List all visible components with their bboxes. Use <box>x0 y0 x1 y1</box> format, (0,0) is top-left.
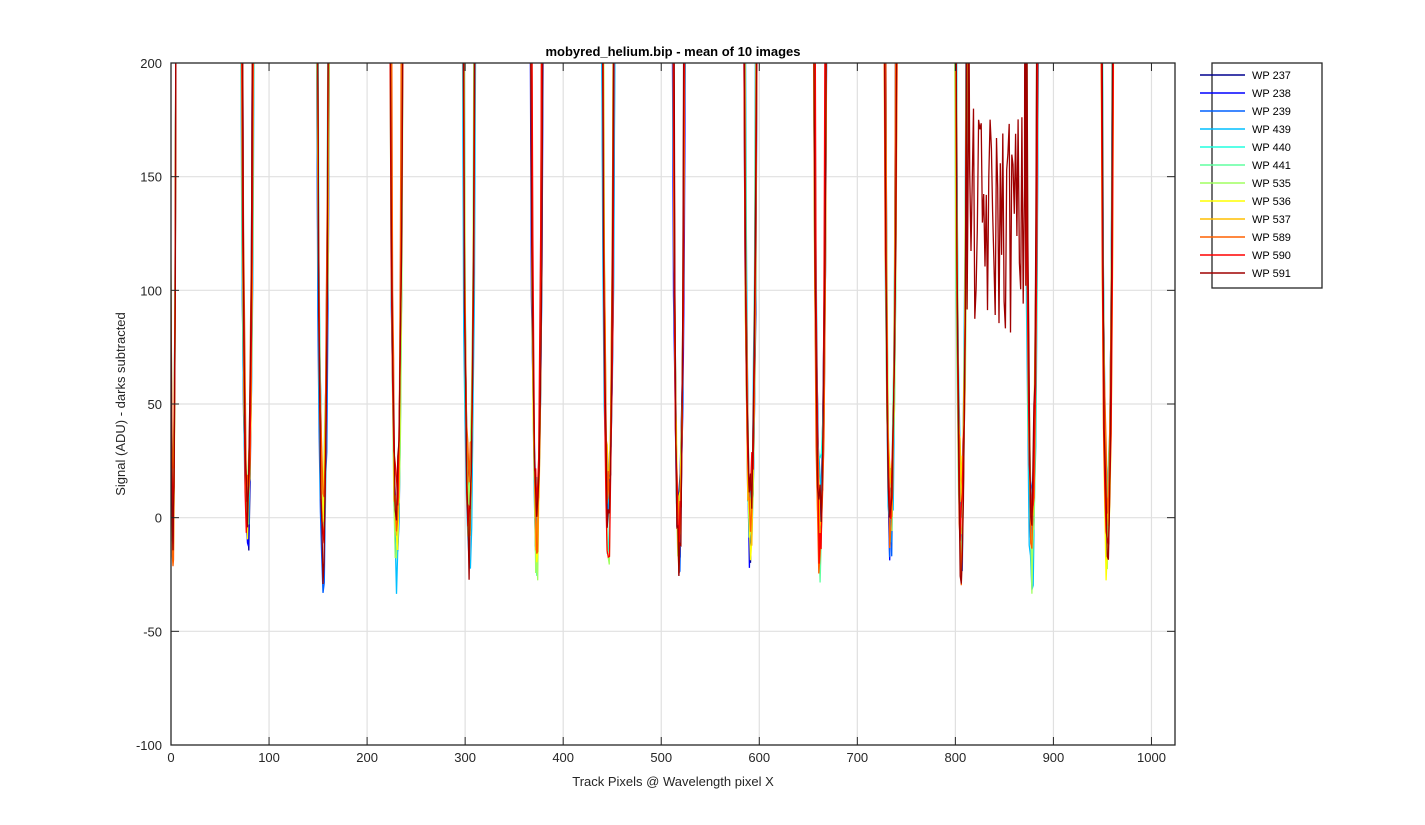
legend-label: WP 590 <box>1252 250 1291 262</box>
legend-label: WP 239 <box>1252 106 1291 118</box>
legend-label: WP 537 <box>1252 214 1291 226</box>
series-line-wp-591 <box>171 63 1114 585</box>
y-axis-label: Signal (ADU) - darks subtracted <box>113 312 128 496</box>
y-tick-label: -100 <box>136 738 162 753</box>
legend-label: WP 440 <box>1252 142 1291 154</box>
x-tick-label: 0 <box>167 750 174 765</box>
legend-label: WP 439 <box>1252 124 1291 136</box>
legend-label: WP 591 <box>1252 268 1291 280</box>
legend-label: WP 536 <box>1252 196 1291 208</box>
x-tick-label: 700 <box>846 750 868 765</box>
x-tick-label: 300 <box>454 750 476 765</box>
x-tick-label: 900 <box>1043 750 1065 765</box>
legend-box <box>1211 62 1323 289</box>
y-tick-label: 200 <box>140 56 162 71</box>
legend-label: WP 589 <box>1252 232 1291 244</box>
chart-title: mobyred_helium.bip - mean of 10 images <box>545 44 800 59</box>
y-tick-label: 50 <box>148 397 162 412</box>
x-tick-label: 1000 <box>1137 750 1166 765</box>
x-tick-label: 100 <box>258 750 280 765</box>
legend-label: WP 238 <box>1252 88 1291 100</box>
legend-label: WP 535 <box>1252 178 1291 190</box>
legend-label: WP 441 <box>1252 160 1291 172</box>
axis-ticks: 0 100 200 300 400 500 600 700 800 900 1000 -100 -50 0… <box>136 56 1175 765</box>
x-tick-label: 200 <box>356 750 378 765</box>
x-tick-label: 600 <box>748 750 770 765</box>
x-tick-label: 400 <box>552 750 574 765</box>
y-tick-label: 0 <box>155 511 162 526</box>
data-traces <box>171 63 1115 594</box>
x-axis-label: Track Pixels @ Wavelength pixel X <box>572 774 774 789</box>
legend-label: WP 237 <box>1252 70 1291 82</box>
legend: WP 237 WP 238 WP 239 WP 439 WP 440 WP 441 WP 5… <box>1200 62 1323 289</box>
y-tick-label: 150 <box>140 170 162 185</box>
x-tick-label: 500 <box>650 750 672 765</box>
x-tick-label: 800 <box>945 750 967 765</box>
y-tick-label: -50 <box>143 624 162 639</box>
y-tick-label: 100 <box>140 283 162 298</box>
